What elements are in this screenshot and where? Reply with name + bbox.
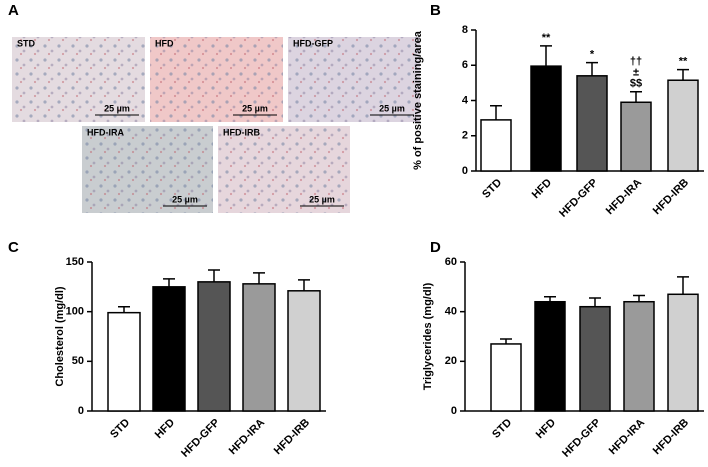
y-tick-label: 2 [462,130,468,142]
x-tick-label: HFD-GFP [560,417,603,460]
bar [242,283,276,412]
panel-label: B [430,2,441,19]
scale-label: 25 µm [242,103,268,113]
error-bar [677,68,689,81]
x-tick-label: HFD-IRB [651,417,691,457]
y-tick-label: 40 [445,306,457,318]
bar [623,300,655,412]
x-tick-label: HFD-IRB [651,177,691,217]
scale-label: 25 µm [104,103,130,113]
y-tick-label: 100 [66,306,84,318]
bar [287,290,321,412]
bar [530,65,562,172]
y-tick-label: 150 [66,256,84,268]
y-tick-label: 0 [462,165,468,177]
x-tick-label: STD [480,177,504,201]
bar [490,343,522,412]
x-tick-label: HFD-IRA [607,417,647,457]
significance-label: ** [679,56,688,68]
y-tick-label: 8 [462,24,468,36]
significance-label: ± [633,67,639,79]
error-bar [630,90,642,103]
error-bar [298,279,310,291]
y-tick-label: 20 [445,355,457,367]
x-tick-label: STD [490,417,514,441]
significance-label: $$ [630,78,642,90]
y-tick-label: 0 [451,405,457,417]
micrograph-label: HFD-GFP [293,38,333,48]
bar [579,305,611,412]
error-bar [163,278,175,287]
micrograph-texture [150,37,283,122]
bar [152,286,186,412]
error-bar [253,272,265,284]
micrograph-label: HFD-IRA [87,127,124,137]
micrograph-texture [288,37,420,122]
scale-label: 25 µm [379,103,405,113]
bar [667,293,699,412]
x-tick-label: HFD-IRB [272,417,312,457]
bar [107,311,141,412]
micrograph-label: HFD [155,38,174,48]
panel-label: A [8,2,19,19]
y-tick-label: 4 [462,94,469,106]
y-axis-label: Cholesterol (mg/dl) [54,286,66,387]
significance-label: * [590,49,595,61]
panel-label: C [8,239,19,256]
error-bar [540,45,552,67]
y-axis-label: Triglycerides (mg/dl) [422,282,434,390]
scale-label: 25 µm [309,194,335,204]
micrograph-texture [12,37,145,122]
bar [197,281,231,412]
x-tick-label: HFD [153,417,178,442]
bar [534,300,566,412]
x-tick-label: HFD [534,417,559,442]
error-bar [490,105,502,120]
error-bar [544,296,556,302]
error-bar [118,305,130,313]
error-bar [589,297,601,307]
scale-label: 25 µm [172,194,198,204]
x-tick-label: STD [108,417,132,441]
error-bar [208,269,220,282]
significance-label: ** [542,32,551,44]
x-tick-label: HFD-IRA [227,417,267,457]
bar [620,101,652,172]
y-tick-label: 60 [445,256,457,268]
micrograph-texture [82,126,213,213]
error-bar [586,61,598,76]
error-bar [500,338,512,344]
y-tick-label: 6 [462,59,468,71]
bar [667,79,699,172]
significance-label: †† [630,56,642,68]
x-tick-label: HFD-GFP [557,177,600,220]
y-axis-label: % of positive staining/area [412,30,424,170]
x-tick-label: HFD-GFP [179,417,222,460]
x-tick-label: HFD-IRA [604,177,644,217]
y-tick-label: 0 [78,405,84,417]
panel-label: D [430,239,441,256]
micrograph-texture [218,126,350,213]
x-tick-label: HFD [530,177,555,202]
error-bar [633,294,645,302]
bar [576,75,608,172]
y-tick-label: 50 [72,355,84,367]
bar [480,119,512,172]
micrograph-label: HFD-IRB [223,127,260,137]
micrograph-label: STD [17,38,36,48]
error-bar [677,276,689,295]
